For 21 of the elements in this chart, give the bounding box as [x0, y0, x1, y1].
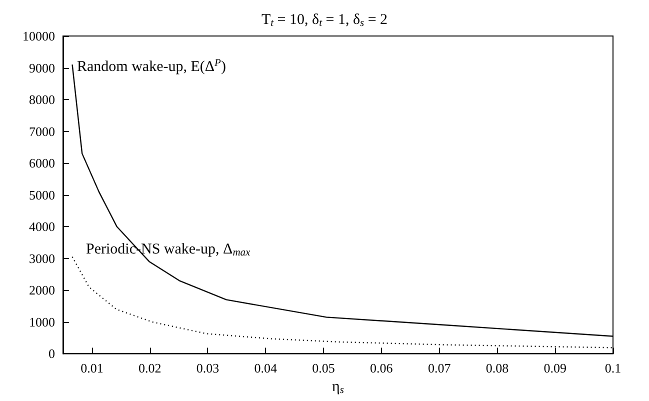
x-tick-label: 0.1 — [604, 360, 622, 376]
y-tick-label: 2000 — [29, 282, 55, 298]
y-tick-label: 9000 — [29, 60, 55, 76]
x-tick-label: 0.08 — [486, 360, 509, 376]
x-tick-label: 0.04 — [254, 360, 278, 376]
y-tick-label: 1000 — [29, 314, 55, 330]
y-tick-label: 3000 — [29, 250, 55, 266]
x-tick-label: 0.07 — [428, 360, 452, 376]
x-tick-label: 0.01 — [80, 360, 104, 376]
y-tick-label: 4000 — [29, 219, 55, 234]
y-tick-label: 6000 — [29, 156, 55, 171]
x-tick-label: 0.09 — [544, 360, 566, 376]
y-tick-label: 5000 — [29, 187, 55, 202]
y-tick-label: 7000 — [29, 124, 55, 139]
y-tick-label: 10000 — [22, 28, 55, 44]
x-tick-label: 0.06 — [370, 360, 394, 376]
x-tick-label: 0.03 — [196, 360, 220, 376]
y-tick-label: 0 — [48, 346, 55, 362]
y-tick-label: 8000 — [29, 92, 55, 108]
x-tick-label: 0.05 — [312, 360, 335, 376]
x-tick-label: 0.02 — [138, 360, 162, 376]
